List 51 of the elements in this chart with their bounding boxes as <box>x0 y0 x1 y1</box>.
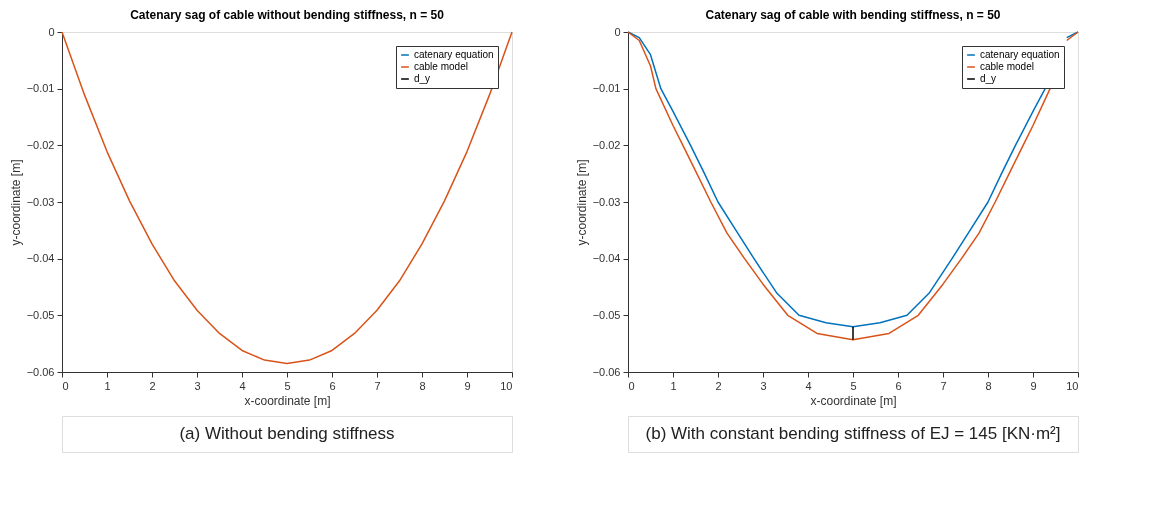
x-tick-label: 4 <box>239 379 246 392</box>
y-axis-title: y-coordinate [m] <box>8 159 23 246</box>
x-tick-label: 0 <box>628 379 635 392</box>
y-tick-label: −0.03 <box>592 195 621 208</box>
x-tick-label: 7 <box>374 379 381 392</box>
x-tick-label: 3 <box>760 379 767 392</box>
x-tick-label: 1 <box>104 379 111 392</box>
x-tick-label: 9 <box>1030 379 1037 392</box>
y-tick-label: −0.04 <box>26 252 55 265</box>
x-tick-label: 10 <box>1066 379 1079 392</box>
y-tick-label: −0.03 <box>26 195 55 208</box>
y-axis-title: y-coordinate [m] <box>574 159 589 246</box>
y-tick-label: −0.01 <box>592 82 621 95</box>
legend-label: cable model <box>980 61 1034 72</box>
legend-label: catenary equation <box>980 49 1060 60</box>
x-tick-label: 7 <box>940 379 947 392</box>
x-tick-label: 6 <box>895 379 902 392</box>
y-tick-label: 0 <box>48 25 55 38</box>
x-axis-title: x-coordinate [m] <box>244 393 331 408</box>
text: (b) With constant bending stiffness of EJ = 145 [KN·m²] <box>645 424 1061 443</box>
x-axis-title: x-coordinate [m] <box>810 393 897 408</box>
text: (a) Without bending stiffness <box>179 424 395 443</box>
y-tick-label: 0 <box>614 25 621 38</box>
x-tick-label: 9 <box>464 379 471 392</box>
chart-title: Catenary sag of cable with bending stiffness, n = 50 <box>705 8 1001 22</box>
y-tick-label: −0.02 <box>592 138 621 151</box>
x-tick-label: 8 <box>985 379 992 392</box>
y-tick-label: −0.05 <box>592 308 621 321</box>
x-tick-label: 10 <box>500 379 513 392</box>
x-tick-label: 8 <box>419 379 426 392</box>
x-tick-label: 0 <box>62 379 69 392</box>
y-tick-label: −0.06 <box>592 365 621 378</box>
legend-label: catenary equation <box>414 49 494 60</box>
x-tick-label: 5 <box>850 379 857 392</box>
x-tick-label: 6 <box>329 379 336 392</box>
x-tick-label: 1 <box>670 379 677 392</box>
x-tick-label: 5 <box>284 379 291 392</box>
x-tick-label: 2 <box>149 379 156 392</box>
x-tick-label: 3 <box>194 379 201 392</box>
legend-label: d_y <box>980 73 997 84</box>
x-tick-label: 4 <box>805 379 812 392</box>
y-tick-label: −0.04 <box>592 252 621 265</box>
y-tick-label: −0.02 <box>26 138 55 151</box>
y-tick-label: −0.05 <box>26 308 55 321</box>
chart-title: Catenary sag of cable without bending stiffness, n = 50 <box>130 8 445 22</box>
legend-label: cable model <box>414 61 468 72</box>
legend-label: d_y <box>414 73 431 84</box>
x-tick-label: 2 <box>715 379 722 392</box>
y-tick-label: −0.01 <box>26 82 55 95</box>
line-series <box>61 31 513 365</box>
y-tick-label: −0.06 <box>26 365 55 378</box>
